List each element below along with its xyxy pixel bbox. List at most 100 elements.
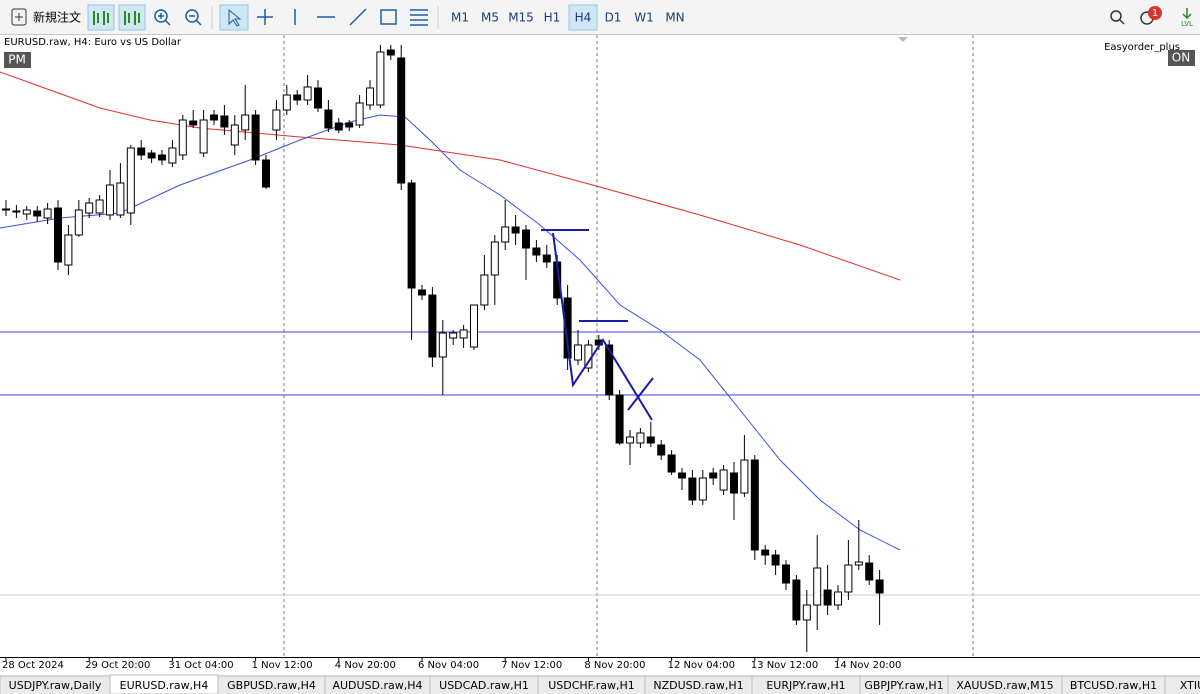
- candle-body: [636, 432, 645, 444]
- candle-body: [657, 444, 666, 456]
- search-button[interactable]: [1110, 10, 1125, 25]
- candle-body: [324, 109, 333, 129]
- candle-body: [334, 122, 343, 131]
- timeframe-button[interactable]: W1: [634, 11, 654, 25]
- candle-body: [574, 344, 582, 361]
- candle-body: [480, 274, 489, 306]
- badge: [1148, 6, 1162, 20]
- candle-body: [698, 477, 707, 501]
- tab-label: AUDUSD.raw,H4: [332, 679, 422, 692]
- candle-body: [43, 208, 52, 219]
- timeframe-button[interactable]: D1: [605, 11, 622, 25]
- x-tick-label: 1 Nov 12:00: [252, 660, 313, 671]
- timeframe-button[interactable]: H1: [544, 11, 561, 25]
- tab[interactable]: [1164, 675, 1200, 694]
- candle-body: [74, 209, 83, 236]
- candle-body: [865, 562, 874, 581]
- level-label: LVL: [1181, 20, 1193, 28]
- notifications-button[interactable]: 1: [1140, 6, 1162, 25]
- candle-body: [501, 226, 510, 243]
- candle-body: [345, 122, 354, 128]
- icon: [228, 8, 242, 27]
- timeframe-button[interactable]: MN: [665, 11, 684, 25]
- candle-body: [449, 332, 458, 339]
- candle-body: [189, 120, 198, 126]
- chart: [0, 35, 1200, 657]
- tab-label: NZDUSD.raw,H1: [653, 679, 743, 692]
- timeframes: M1 M5 M15 H1 H4 D1 W1 MN: [451, 4, 685, 31]
- drawing-objects: [541, 229, 654, 421]
- cursor-button[interactable]: [219, 4, 249, 31]
- expert-state-box: [1168, 50, 1195, 66]
- chart-title: EURUSD.raw, H4: Euro vs US Dollar: [4, 37, 182, 48]
- candle-body: [750, 459, 759, 551]
- crosshair-button[interactable]: [257, 9, 273, 25]
- timeframe-button[interactable]: H4: [575, 11, 592, 25]
- new-order-label: 新規注文: [33, 10, 81, 25]
- tab-label: XAUUSD.raw,M15: [956, 679, 1053, 692]
- timeframe-button[interactable]: M5: [481, 11, 499, 25]
- x-tick-label: 14 Nov 20:00: [834, 660, 901, 671]
- candle-body: [220, 115, 229, 128]
- x-tick-label: 13 Nov 12:00: [751, 660, 818, 671]
- icon: [154, 9, 168, 23]
- shapes-button[interactable]: [380, 9, 397, 25]
- badge-count: 1: [1152, 8, 1158, 19]
- icon: [1110, 10, 1122, 22]
- candle-body: [438, 332, 447, 358]
- candle-body: [542, 254, 551, 263]
- candle-body: [376, 51, 385, 106]
- candle-body: [844, 564, 853, 593]
- timeframe-button[interactable]: M15: [508, 11, 534, 25]
- candle-body: [147, 152, 156, 159]
- candle-body: [875, 579, 884, 594]
- level-button[interactable]: LVL: [1181, 8, 1193, 28]
- toolbar: [0, 0, 1200, 34]
- tab-label: USDCAD.raw,H1: [439, 679, 529, 692]
- candle-body: [688, 477, 697, 501]
- candle-body: [407, 182, 416, 289]
- candle-body: [178, 119, 187, 156]
- fibo-button[interactable]: [410, 9, 428, 26]
- icon: [93, 11, 109, 25]
- candle-body: [490, 241, 499, 276]
- zoom-in-button[interactable]: [154, 9, 171, 26]
- zigzag-drawing: [552, 232, 653, 421]
- candle-body: [262, 159, 270, 188]
- icon: [189, 15, 202, 26]
- candle-body: [158, 154, 166, 161]
- candle-body: [22, 209, 31, 215]
- autoscroll-button[interactable]: [118, 4, 146, 31]
- candle-body: [293, 94, 302, 101]
- x-tick-label: 7 Nov 12:00: [501, 660, 562, 671]
- trendline-button[interactable]: [349, 8, 367, 26]
- timeframe-button[interactable]: M1: [451, 11, 469, 25]
- candle-body: [33, 210, 42, 217]
- tab-label: EURJPY.raw,H1: [766, 679, 845, 692]
- timeframe-active: [568, 4, 598, 31]
- candle-body: [54, 207, 62, 263]
- candle-mode-button[interactable]: [87, 4, 115, 31]
- candle-body: [251, 114, 260, 161]
- candle-body: [470, 304, 478, 348]
- candle-body: [137, 147, 146, 156]
- candle-body: [792, 579, 801, 621]
- tab-label: USDJPY.raw,Daily: [9, 679, 102, 692]
- candle-body: [397, 57, 406, 184]
- candle-body: [823, 589, 832, 606]
- candle-body: [802, 604, 811, 621]
- new-order-button[interactable]: 新規注文: [11, 8, 81, 26]
- candle-body: [615, 394, 624, 444]
- moving-average-slow: [0, 71, 901, 281]
- candle-body: [314, 87, 322, 109]
- candle-body: [116, 182, 125, 216]
- candle-body: [95, 199, 104, 214]
- candle-body: [771, 554, 780, 566]
- x-tick-label: 6 Nov 04:00: [418, 660, 479, 671]
- tabs: USDJPY.raw,Daily EURUSD.raw,H4 GBPUSD.raw,…: [0, 674, 1200, 694]
- zoom-out-button[interactable]: [185, 9, 202, 26]
- x-tick-label: 29 Oct 20:00: [85, 660, 150, 671]
- expert-name: Easyorder_plus: [1104, 42, 1180, 53]
- x-tick-label: 28 Oct 2024: [2, 660, 64, 671]
- candle-body: [709, 472, 718, 479]
